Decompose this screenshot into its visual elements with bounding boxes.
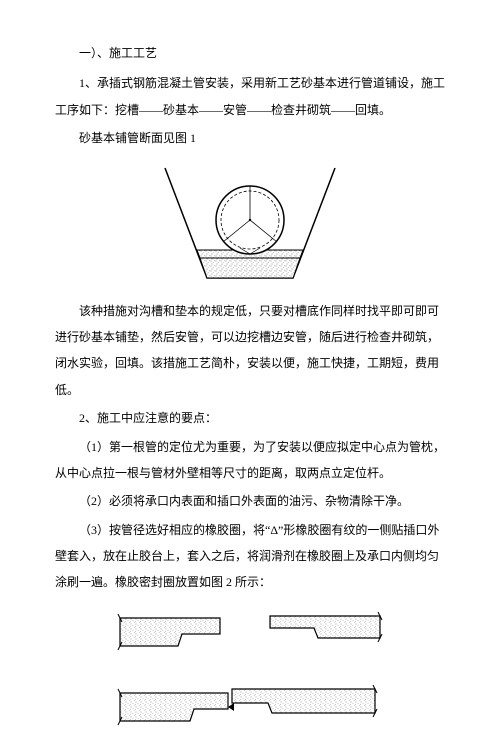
paragraph-5: （1）第一根管的定位尤为重要，为了安装以便应拟定中心点为管枕，从中心点拉一根与管…	[55, 434, 445, 487]
joint-row-2	[110, 681, 390, 736]
paragraph-3: 该种措施对沟槽和垫本的规定低，只要对槽底作同样时找平即可即可进行砂基本铺垫，然后…	[55, 298, 445, 404]
joint-row-1	[110, 608, 390, 663]
paragraph-7: （3）按管径选好相应的橡胶圈，将“Δ”形橡胶圈有纹的一侧贴插口外壁套入，放在止胶…	[55, 517, 445, 596]
pipe-trench-diagram	[145, 160, 355, 290]
paragraph-4: 2、施工中应注意的要点：	[55, 405, 445, 431]
figure-2	[55, 608, 445, 736]
figure-1	[55, 160, 445, 290]
paragraph-1: 1、承插式钢筋混凝土管安装，采用新工艺砂基本进行管道铺设，施工工序如下：挖槽——…	[55, 70, 445, 123]
section-heading: 一）、施工工艺	[55, 40, 445, 66]
paragraph-6: （2）必须将承口内表面和插口外表面的油污、杂物清除干净。	[55, 488, 445, 514]
paragraph-2: 砂基本铺管断面见图 1	[55, 125, 445, 151]
